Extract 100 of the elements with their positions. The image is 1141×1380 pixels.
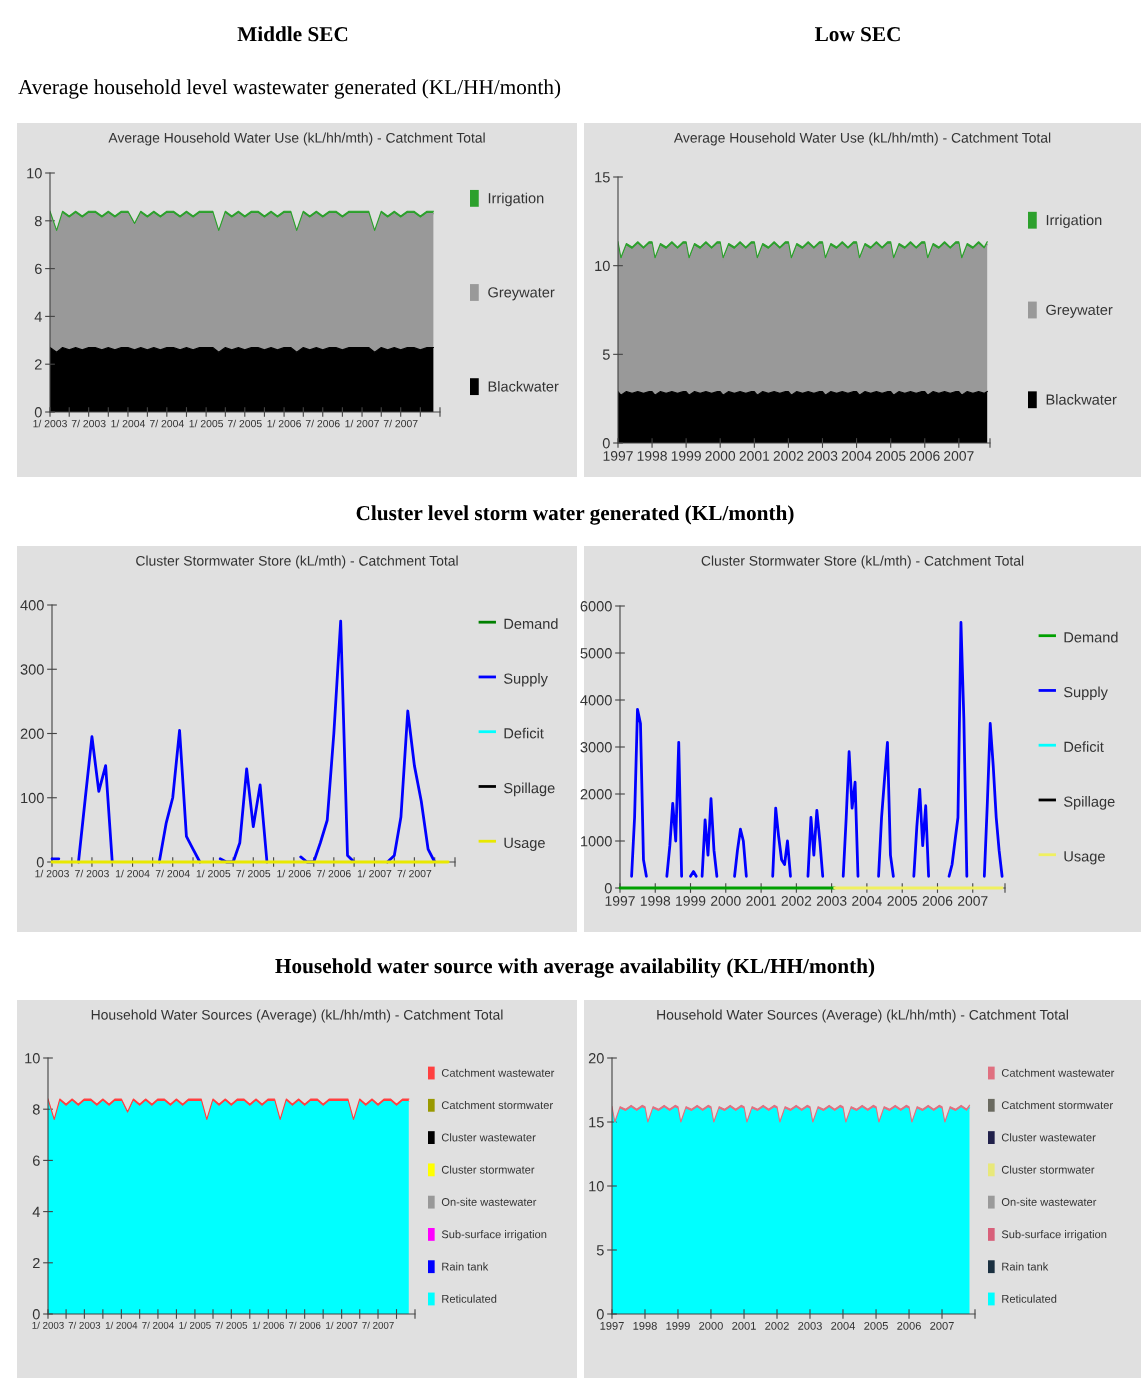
y-tick-label: 10	[27, 168, 42, 179]
y-tick-label: 5000	[580, 648, 612, 659]
x-tick-label: 2003	[798, 1321, 822, 1330]
y-tick-label: 6	[32, 1155, 40, 1166]
text: Average household level wastewater generated (KL/HH/month)	[18, 79, 561, 99]
y-tick-label: 8	[32, 1104, 40, 1115]
legend-label: Rain tank	[1002, 1262, 1049, 1271]
y-tick-label: 6	[34, 263, 42, 275]
legend-label: Blackwater	[1046, 394, 1117, 405]
legend-label: Sub-surface irrigation	[441, 1230, 547, 1241]
x-tick-label: 2003	[816, 896, 847, 906]
y-tick-label: 4	[32, 1206, 40, 1217]
legend-label: Usage	[1064, 851, 1105, 865]
y-tick-label: 10	[595, 260, 610, 272]
y-tick-label: 0	[604, 883, 612, 894]
legend-label: Irrigation	[1046, 214, 1102, 229]
x-tick-label: 1/ 2004	[111, 419, 146, 428]
legend-label: Cluster wastewater	[441, 1133, 536, 1142]
legend-label: Reticulated	[442, 1294, 497, 1303]
x-tick-label: 1997	[603, 451, 633, 461]
legend-label: Irrigation	[488, 192, 544, 207]
legend-label: Catchment stormwater	[441, 1100, 553, 1110]
x-tick-label: 2006	[910, 451, 940, 461]
x-tick-label: 2004	[831, 1321, 856, 1330]
chart-title: Average Household Water Use (kL/hh/mth) - Catchment Total	[108, 132, 485, 146]
legend-label: Spillage	[1064, 796, 1115, 810]
y-tick-label: 1000	[581, 836, 612, 847]
text: Low SEC	[814, 27, 900, 42]
x-tick-label: 7/ 2004	[155, 869, 190, 878]
legend-label: Cluster stormwater	[441, 1165, 535, 1174]
y-tick-label: 2	[34, 359, 42, 370]
y-tick-label: 400	[20, 600, 44, 611]
legend-label: On-site wastewater	[1001, 1197, 1097, 1206]
y-tick-label: 0	[596, 1309, 604, 1320]
legend-label: Deficit	[504, 727, 544, 739]
x-tick-label: 1997	[600, 1321, 624, 1330]
x-tick-label: 7/ 2006	[288, 1321, 321, 1329]
x-tick-label: 1999	[666, 1321, 690, 1330]
y-tick-label: 0	[34, 407, 42, 418]
x-tick-label: 1/ 2007	[357, 869, 392, 878]
chart-title: Household Water Sources (Average) (kL/hh/mth) - Catchment Total	[657, 1009, 1068, 1023]
y-tick-label: 2	[32, 1257, 40, 1269]
x-tick-label: 2006	[897, 1321, 921, 1330]
y-tick-label: 15	[589, 1117, 604, 1128]
legend-label: Cluster stormwater	[1001, 1165, 1095, 1174]
x-tick-label: 2001	[746, 896, 776, 906]
legend-label: Sub-surface irrigation	[1001, 1230, 1107, 1241]
legend-label: Usage	[504, 837, 545, 851]
legend-label: Catchment wastewater	[441, 1068, 555, 1077]
x-tick-label: 2005	[875, 451, 906, 461]
x-tick-label: 7/ 2004	[149, 419, 184, 428]
y-tick-label: 10	[25, 1053, 40, 1064]
y-tick-label: 10	[589, 1181, 604, 1192]
x-tick-label: 1/ 2006	[267, 419, 302, 428]
legend-label: Demand	[504, 618, 558, 629]
y-tick-label: 5	[602, 349, 610, 360]
x-tick-label: 1998	[637, 451, 667, 461]
x-tick-label: 1/ 2006	[252, 1321, 285, 1329]
x-tick-label: 1/ 2007	[345, 419, 379, 428]
x-tick-label: 7/ 2006	[316, 869, 351, 878]
legend-label: Demand	[1064, 631, 1118, 643]
legend-label: Reticulated	[1002, 1294, 1057, 1303]
x-tick-label: 7/ 2005	[236, 869, 271, 878]
y-tick-label: 8	[34, 215, 42, 227]
y-tick-label: 3000	[580, 742, 612, 753]
x-tick-label: 7/ 2007	[362, 1321, 394, 1329]
x-tick-label: 7/ 2005	[227, 419, 262, 428]
x-tick-label: 2005	[887, 896, 918, 906]
x-tick-label: 2005	[864, 1321, 888, 1330]
y-tick-label: 4	[34, 311, 42, 322]
x-tick-label: 7/ 2004	[142, 1321, 174, 1329]
text: Middle SEC	[237, 26, 348, 42]
y-tick-label: 20	[588, 1053, 604, 1064]
x-tick-label: 1/ 2003	[33, 419, 67, 428]
x-tick-label: 1/ 2007	[326, 1321, 358, 1329]
x-tick-label: 7/ 2006	[305, 419, 340, 428]
x-tick-label: 7/ 2003	[75, 869, 109, 878]
legend-label: Greywater	[1046, 304, 1113, 318]
legend-label: Catchment wastewater	[1001, 1068, 1115, 1077]
y-tick-label: 0	[32, 1309, 40, 1320]
x-tick-label: 7/ 2005	[215, 1321, 248, 1329]
legend-label: On-site wastewater	[441, 1197, 537, 1206]
legend-label: Supply	[504, 673, 548, 687]
legend-label: Catchment stormwater	[1001, 1100, 1113, 1110]
x-tick-label: 1999	[671, 451, 701, 461]
x-tick-label: 1/ 2003	[35, 869, 69, 878]
legend-label: Deficit	[1064, 741, 1104, 752]
chart-title: Cluster Stormwater Store (kL/mth) - Catchment Total	[136, 555, 458, 569]
legend-label: Greywater	[488, 287, 555, 301]
x-tick-label: 1/ 2005	[179, 1321, 211, 1329]
x-tick-label: 1998	[640, 896, 671, 906]
x-tick-label: 1999	[676, 896, 706, 906]
x-tick-label: 1/ 2006	[277, 869, 311, 878]
x-tick-label: 7/ 2007	[383, 419, 418, 428]
y-tick-label: 100	[21, 792, 44, 804]
x-tick-label: 2003	[807, 451, 838, 461]
x-tick-label: 1/ 2004	[115, 869, 150, 878]
y-tick-label: 0	[36, 857, 44, 868]
x-tick-label: 1/ 2005	[196, 869, 231, 878]
x-tick-label: 1998	[633, 1321, 657, 1330]
